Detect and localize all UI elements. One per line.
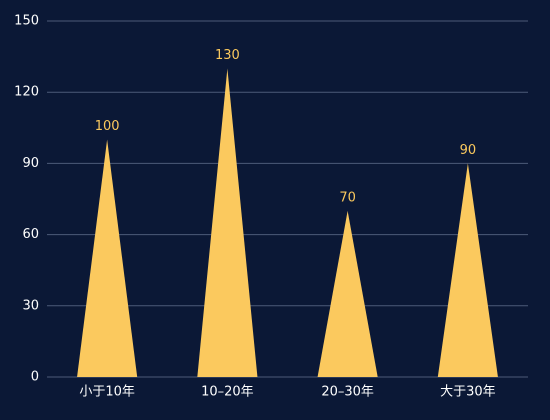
bar [437, 163, 498, 377]
bar [197, 68, 258, 377]
y-tick-label: 60 [22, 227, 39, 242]
data-label: 100 [95, 119, 120, 134]
bar [77, 139, 138, 377]
y-tick-label: 120 [14, 85, 39, 100]
x-tick-label: 大于30年 [440, 385, 496, 400]
y-tick-label: 0 [31, 370, 39, 385]
data-label: 90 [460, 143, 477, 158]
bar [317, 210, 378, 377]
y-tick-label: 150 [14, 14, 39, 29]
y-tick-label: 30 [22, 298, 39, 313]
x-tick-label: 20–30年 [321, 385, 374, 400]
x-tick-label: 小于10年 [79, 385, 135, 400]
y-tick-label: 90 [22, 156, 39, 171]
x-tick-label: 10–20年 [201, 385, 254, 400]
data-label: 130 [215, 48, 240, 63]
data-label: 70 [339, 190, 356, 205]
